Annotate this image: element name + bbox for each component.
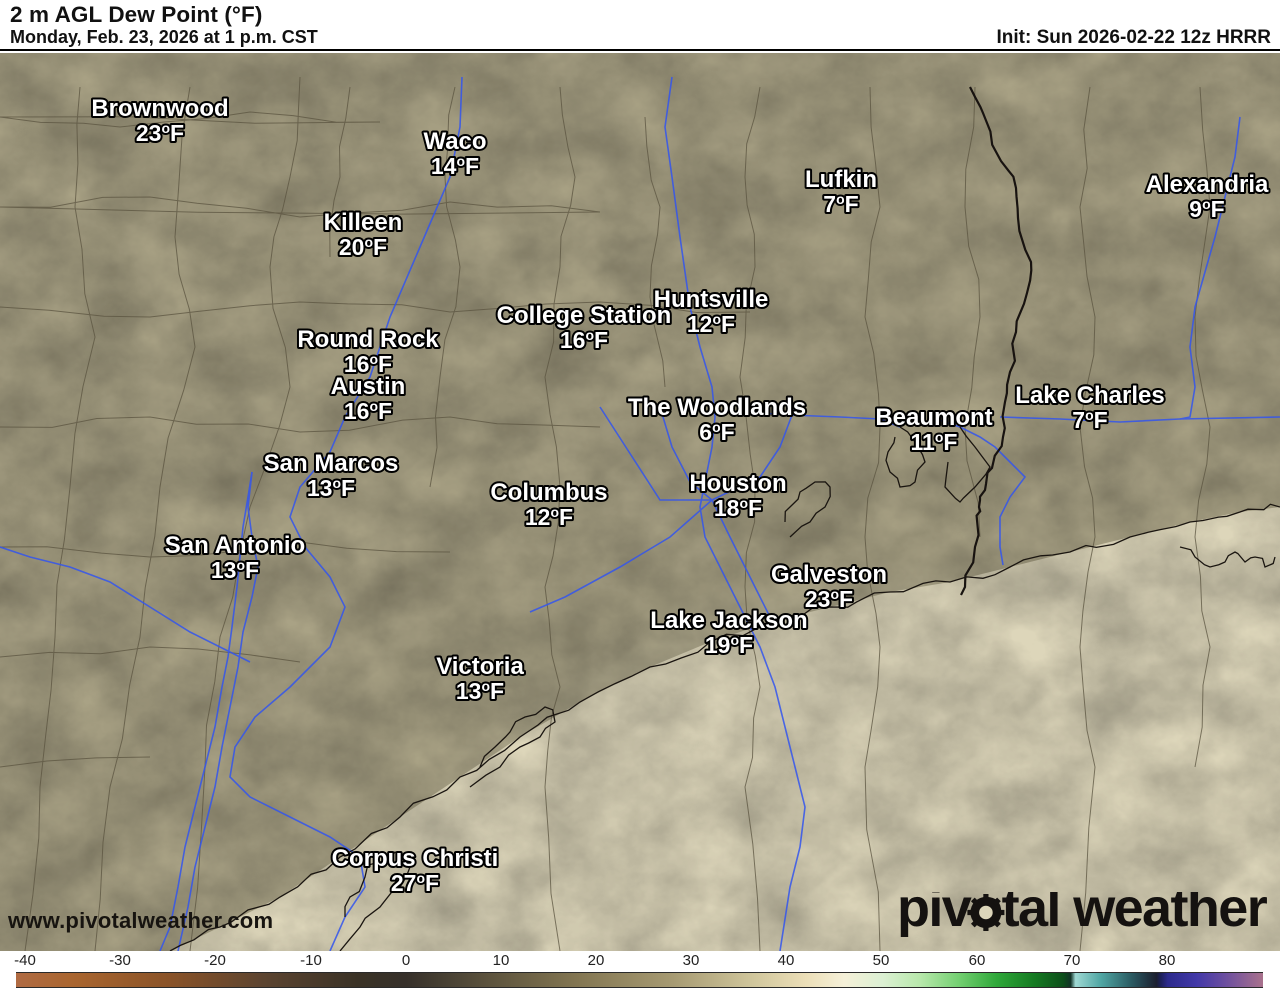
svg-text:Corpus Christi: Corpus Christi [332,845,499,872]
svg-text:20oF: 20oF [339,234,387,260]
svg-text:18oF: 18oF [714,495,762,521]
svg-text:13oF: 13oF [307,475,355,501]
svg-text:6oF: 6oF [699,419,734,445]
svg-text:19oF: 19oF [705,632,753,658]
svg-text:9oF: 9oF [1189,196,1224,222]
svg-text:12oF: 12oF [687,311,735,337]
svg-text:Brownwood: Brownwood [91,95,228,122]
svg-text:Lufkin: Lufkin [805,166,877,193]
svg-text:Round Rock: Round Rock [297,326,439,353]
svg-text:7oF: 7oF [823,191,858,217]
svg-text:11oF: 11oF [911,429,958,455]
svg-text:Austin: Austin [331,373,406,400]
svg-text:16oF: 16oF [560,327,608,353]
svg-text:Huntsville: Huntsville [654,286,769,313]
svg-text:Killeen: Killeen [324,209,403,236]
svg-text:Waco: Waco [423,128,486,155]
svg-text:Beaumont: Beaumont [875,404,992,431]
svg-text:Alexandria: Alexandria [1146,171,1269,198]
svg-text:Victoria: Victoria [436,653,524,680]
svg-text:7oF: 7oF [1072,407,1107,433]
svg-text:12oF: 12oF [525,504,573,530]
svg-text:16oF: 16oF [344,398,392,424]
svg-text:23oF: 23oF [136,120,184,146]
svg-text:Lake Jackson: Lake Jackson [650,607,807,634]
svg-text:13oF: 13oF [211,557,259,583]
svg-text:San Marcos: San Marcos [264,450,399,477]
svg-text:The Woodlands: The Woodlands [628,394,806,421]
svg-text:27oF: 27oF [391,870,439,896]
svg-text:Columbus: Columbus [490,479,607,506]
svg-text:Galveston: Galveston [771,561,887,588]
svg-text:Houston: Houston [689,470,786,497]
svg-text:Lake Charles: Lake Charles [1015,382,1164,409]
svg-text:13oF: 13oF [456,678,504,704]
svg-text:14oF: 14oF [431,153,479,179]
svg-text:San Antonio: San Antonio [165,532,305,559]
svg-text:pivotal weather: pivotal weather [897,892,1268,938]
